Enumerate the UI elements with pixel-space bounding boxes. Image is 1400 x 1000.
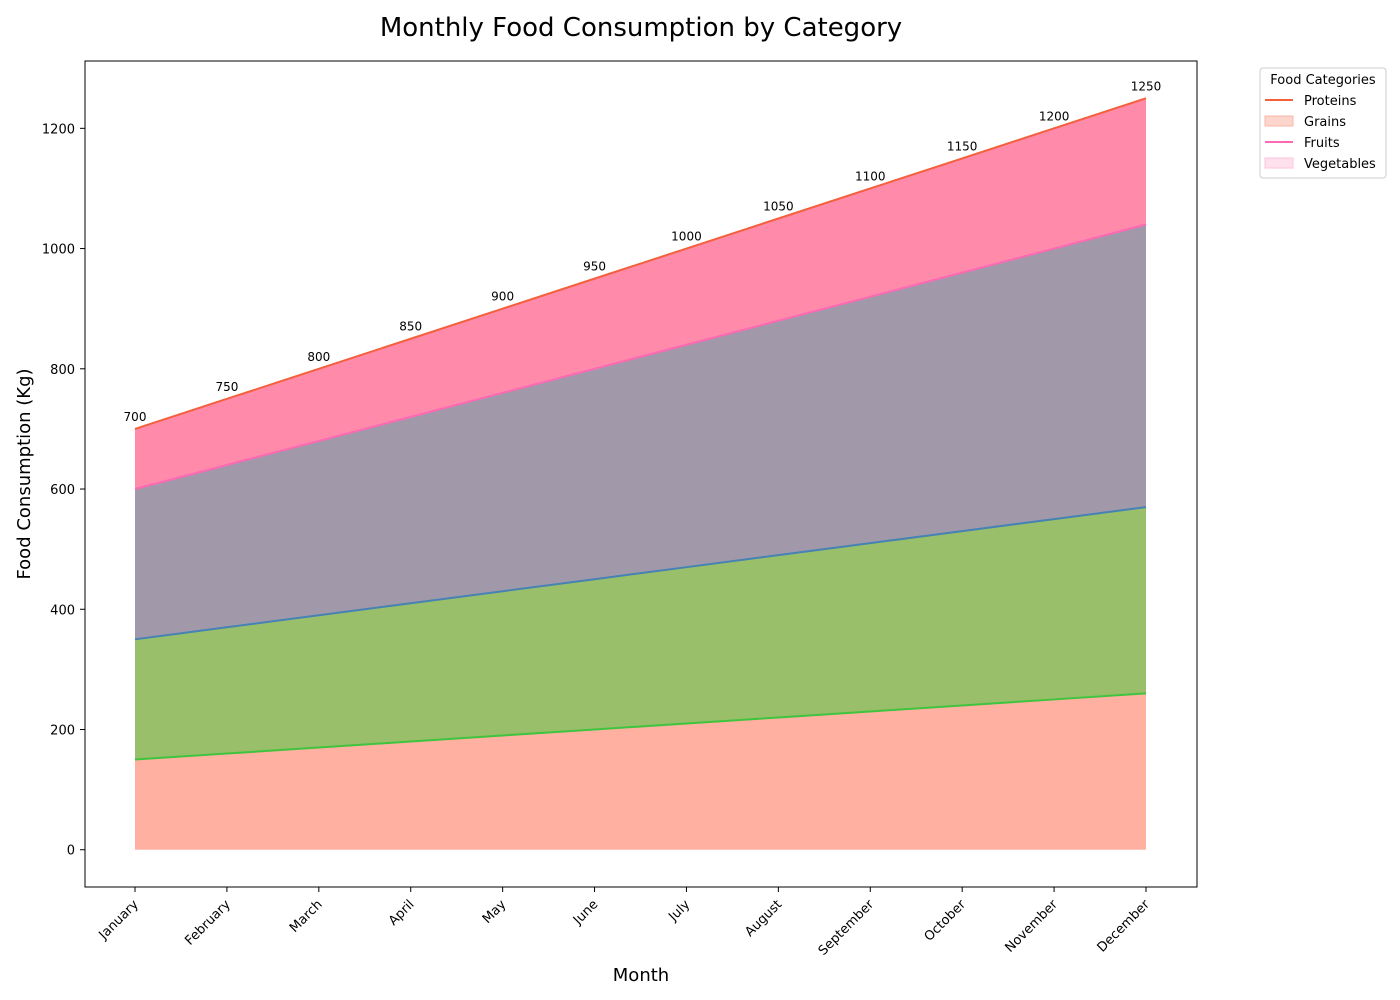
x-tick-label-october: October (922, 897, 970, 945)
line-grains (134, 223, 1147, 490)
area-vegetables (135, 693, 1146, 850)
data-label-july: 1000 (671, 230, 702, 244)
chart-title: Monthly Food Consumption by Category (380, 13, 902, 43)
data-label-may: 900 (491, 290, 514, 304)
line-vegetables (134, 692, 1147, 761)
data-label-september: 1100 (855, 169, 886, 183)
legend-label-vegetables: Vegetables (1304, 157, 1376, 172)
x-tick-label-june: June (570, 897, 601, 928)
legend-title: Food Categories (1270, 73, 1376, 88)
stacked-areas (135, 98, 1146, 850)
data-label-june: 950 (583, 260, 606, 274)
data-label-november: 1200 (1039, 109, 1070, 123)
total-labels: 700 750 800 850 900 950 1000 1050 1100 1150 1200 12… (124, 79, 1162, 424)
x-tick-label-december: December (1095, 897, 1154, 956)
y-axis-label: Food Consumption (Kg) (14, 368, 35, 579)
legend-label-proteins: Proteins (1304, 94, 1357, 109)
area-proteins (135, 98, 1146, 490)
x-tick-label-august: August (742, 897, 785, 940)
x-axis-label: Month (613, 965, 669, 986)
y-tick-label-0: 0 (67, 844, 75, 859)
legend-label-grains: Grains (1304, 115, 1346, 130)
legend-swatch-vegetables (1264, 157, 1294, 169)
legend-box (1259, 67, 1387, 179)
x-tick-label-february: February (182, 897, 234, 949)
y-tick-label-1000: 1000 (42, 243, 75, 258)
y-axis: 0 200 400 600 800 1000 1200 (42, 122, 85, 859)
legend: Food Categories Proteins Grains Fruits Veget… (1259, 67, 1387, 179)
y-tick-label-1200: 1200 (42, 122, 75, 137)
line-proteins (134, 97, 1147, 430)
data-label-march: 800 (307, 350, 330, 364)
x-tick-label-january: January (96, 897, 142, 943)
x-tick-label-may: May (480, 897, 510, 927)
data-label-february: 750 (215, 380, 238, 394)
x-tick-label-september: September (816, 897, 878, 959)
plot-frame (84, 60, 1198, 888)
y-tick-label-600: 600 (50, 483, 75, 498)
x-tick-label-july: July (665, 897, 693, 925)
data-label-october: 1150 (947, 139, 978, 153)
legend-swatch-grains (1264, 115, 1294, 127)
y-tick-label-800: 800 (50, 363, 75, 378)
x-tick-label-november: November (1002, 897, 1061, 956)
y-tick-label-400: 400 (50, 603, 75, 618)
x-tick-label-april: April (386, 897, 418, 929)
line-fruits (134, 506, 1147, 641)
area-grains (135, 224, 1146, 640)
data-label-december: 1250 (1131, 79, 1162, 93)
data-label-april: 850 (399, 320, 422, 334)
area-fruits (135, 507, 1146, 760)
x-tick-label-march: March (287, 897, 326, 936)
data-label-january: 700 (124, 410, 147, 424)
data-label-august: 1050 (763, 200, 794, 214)
legend-label-fruits: Fruits (1304, 136, 1340, 151)
series-lines (134, 97, 1147, 761)
y-tick-label-200: 200 (50, 723, 75, 738)
x-axis: January February March April May June July Augu… (96, 887, 1154, 959)
